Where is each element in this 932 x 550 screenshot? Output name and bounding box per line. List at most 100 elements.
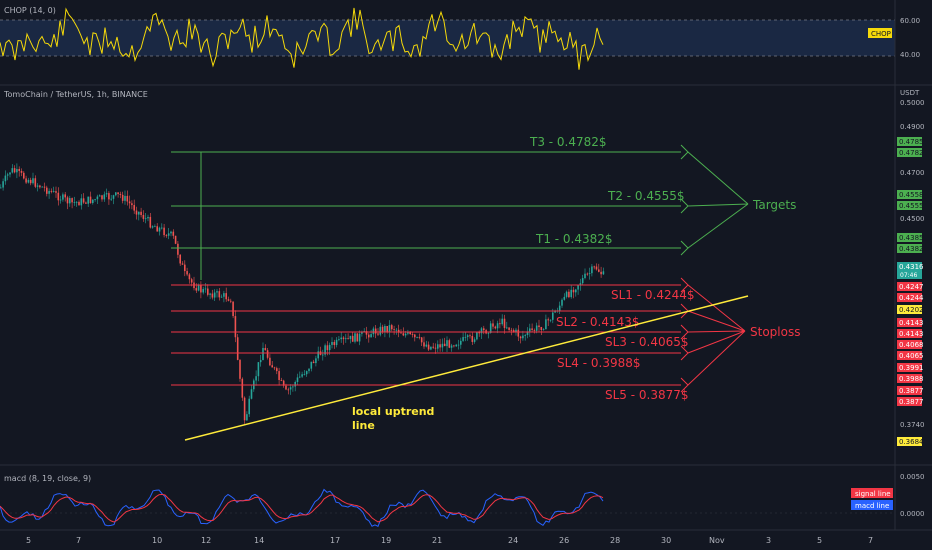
candle-body (411, 334, 414, 335)
tag-sl4-bg (897, 374, 922, 383)
chop-badge-text: CHOP (871, 30, 891, 38)
candle-body (82, 198, 85, 203)
candle-body (432, 346, 434, 348)
candle-body (453, 345, 455, 347)
x-tick-5b: 5 (817, 536, 822, 545)
candle-body (480, 328, 483, 334)
candle-body (276, 368, 278, 372)
tag-sl2-bg (897, 329, 922, 338)
candle-body (430, 346, 432, 350)
candle-body (508, 327, 510, 330)
candle-body (340, 337, 342, 340)
candle-body (476, 332, 478, 340)
candle-body (255, 376, 257, 381)
tag-sl5-upper-bg (897, 386, 922, 395)
candle-body (529, 328, 531, 332)
signal-legend: signal line (855, 490, 891, 498)
candle-body (69, 198, 71, 204)
tag-sl1: 0.4244 (899, 294, 924, 302)
candle-body (16, 169, 18, 173)
candle-body (172, 231, 175, 236)
candle-body (317, 351, 319, 359)
sl3-label: SL3 - 0.4065$ (605, 335, 689, 349)
candle-body (241, 378, 244, 398)
candle-body (446, 340, 448, 347)
candle-body (524, 334, 526, 336)
candle-body (71, 198, 73, 203)
tag-t2-bg (897, 201, 922, 210)
macd-legend: macd line (855, 502, 889, 510)
sl2-label: SL2 - 0.4143$ (556, 315, 640, 329)
candle-body (85, 202, 87, 204)
y-tick-0-4900: 0.4900 (900, 123, 925, 131)
candle-body (427, 344, 430, 350)
candle-body (455, 344, 457, 347)
candle-body (506, 327, 508, 329)
candle-body (66, 197, 69, 204)
candle-body (510, 329, 513, 331)
candle-body (354, 333, 356, 342)
candle-body (119, 194, 122, 195)
candle-body (496, 323, 499, 329)
targets-annotation: Targets (752, 198, 796, 212)
candle-body (259, 360, 262, 363)
candle-body (312, 361, 315, 364)
candle-body (308, 368, 310, 372)
candle-body (572, 289, 575, 293)
signal-line (0, 493, 604, 523)
candle-body (437, 344, 439, 349)
candle-body (170, 231, 172, 234)
candle-body (517, 329, 520, 337)
candle-series (0, 163, 605, 424)
candle-body (515, 329, 517, 332)
candle-body (349, 335, 352, 339)
candle-body (117, 192, 119, 195)
candle-body (124, 195, 126, 201)
candle-body (239, 359, 241, 379)
x-tick-7b: 7 (868, 536, 873, 545)
candle-body (25, 178, 27, 183)
candle-body (43, 186, 46, 188)
candle-body (402, 333, 405, 336)
t3-label: T3 - 0.4782$ (529, 135, 607, 149)
candle-body (457, 344, 460, 346)
candle-body (264, 347, 267, 351)
y-tick-0-3740: 0.3740 (900, 421, 925, 429)
candle-body (131, 203, 133, 206)
candle-body (9, 172, 11, 175)
candle-body (103, 194, 106, 200)
candle-body (448, 340, 451, 348)
x-tick-10: 10 (152, 536, 162, 545)
candle-body (149, 216, 152, 228)
candle-body (450, 345, 453, 348)
trend-label-line2: line (352, 419, 375, 432)
x-tick-19: 19 (381, 536, 391, 545)
tag-sl1-bg (897, 293, 922, 302)
candle-body (292, 386, 294, 388)
sl5-label: SL5 - 0.3877$ (605, 388, 689, 402)
x-tick-5: 5 (26, 536, 31, 545)
candle-body (526, 331, 529, 335)
macd-panel: macd (8, 19, close, 9) 0.0050 0.0000 sig… (0, 473, 925, 527)
tag-t1: 0.4382 (899, 245, 924, 253)
candle-body (333, 342, 336, 346)
candle-body (115, 192, 117, 196)
macd-title: macd (8, 19, close, 9) (4, 474, 91, 483)
candle-body (29, 179, 32, 184)
candle-body (271, 365, 273, 368)
currency-label: USDT (900, 89, 920, 97)
candle-body (395, 329, 398, 331)
candle-body (167, 233, 170, 236)
tag-t3-bg (897, 148, 922, 157)
candle-body (59, 199, 62, 201)
candle-body (262, 347, 264, 361)
sl4-label: SL4 - 0.3988$ (557, 356, 641, 370)
candle-body (579, 283, 582, 286)
candle-body (216, 291, 218, 293)
candle-body (186, 271, 188, 275)
candle-body (280, 379, 283, 381)
candle-body (471, 335, 474, 342)
candle-body (584, 273, 586, 279)
